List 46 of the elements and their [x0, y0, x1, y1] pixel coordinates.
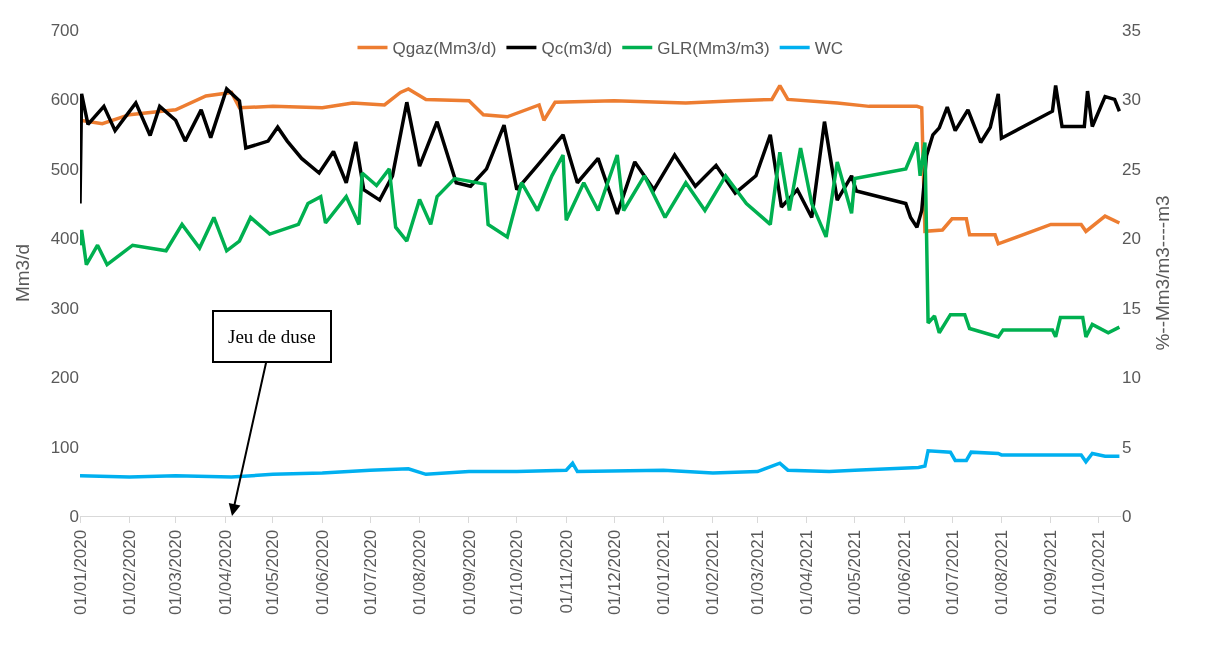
y-tick-label: 200	[50, 368, 79, 388]
x-tick-label: 01/05/2020	[263, 529, 283, 615]
legend-label: WC	[814, 39, 843, 59]
y2-tick-label: 30	[1122, 90, 1141, 110]
y-tick-label: 100	[50, 437, 79, 457]
x-tick-label: 01/09/2021	[1041, 529, 1061, 615]
y-axis-title: Mm3/d	[12, 243, 34, 303]
x-tick-label: 01/04/2020	[215, 529, 235, 615]
x-tick-label: 01/01/2020	[70, 529, 90, 615]
x-tick-label: 01/07/2020	[360, 529, 380, 615]
x-tick-label: 01/03/2021	[748, 529, 768, 615]
x-tick-label: 01/04/2021	[797, 529, 817, 615]
y-tick-label: 700	[50, 20, 79, 40]
x-tick-label: 01/07/2021	[942, 529, 962, 615]
y2-tick-label: 0	[1122, 506, 1132, 526]
x-tick-label: 01/12/2020	[604, 529, 624, 615]
x-tick-label: 01/10/2020	[507, 529, 527, 615]
x-tick-label: 01/02/2021	[703, 529, 723, 615]
x-tick-label: 01/06/2020	[312, 529, 332, 615]
y2-tick-label: 10	[1122, 368, 1141, 388]
x-tick-label: 01/05/2021	[845, 529, 865, 615]
x-tick-label: 01/02/2020	[119, 529, 139, 615]
x-tick-label: 01/08/2021	[991, 529, 1011, 615]
x-tick-label: 01/03/2020	[166, 529, 186, 615]
y-tick-label: 500	[50, 159, 79, 179]
legend-label: GLR(Mm3/m3)	[657, 39, 770, 59]
y2-tick-label: 5	[1122, 437, 1132, 457]
y2-tick-label: 35	[1122, 20, 1141, 40]
legend-label: Qc(m3/d)	[541, 39, 613, 59]
y-tick-label: 400	[50, 229, 79, 249]
y2-tick-label: 20	[1122, 229, 1141, 249]
y2-axis-title: %--Mm3/m3----m3	[1151, 195, 1173, 351]
x-tick-label: 01/01/2021	[653, 529, 673, 615]
annotation: Jeu de duse	[228, 326, 316, 347]
y-tick-label: 600	[50, 90, 79, 110]
x-tick-label: 01/09/2020	[459, 529, 479, 615]
y-tick-label: 0	[69, 506, 79, 526]
x-tick-label: 01/11/2020	[556, 529, 576, 614]
legend-label: Qgaz(Mm3/d)	[392, 39, 497, 59]
y2-tick-label: 15	[1122, 298, 1141, 318]
x-tick-label: 01/06/2021	[894, 529, 914, 615]
x-tick-label: 01/10/2021	[1089, 529, 1109, 615]
line-series	[80, 448, 1121, 479]
y2-tick-label: 25	[1122, 159, 1141, 179]
y-tick-label: 300	[50, 298, 79, 318]
x-tick-label: 01/08/2020	[410, 529, 430, 615]
